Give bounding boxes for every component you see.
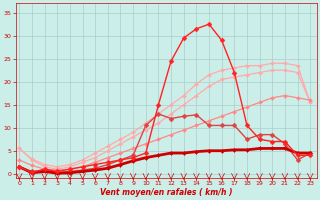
X-axis label: Vent moyen/en rafales ( km/h ): Vent moyen/en rafales ( km/h ) (100, 188, 232, 197)
